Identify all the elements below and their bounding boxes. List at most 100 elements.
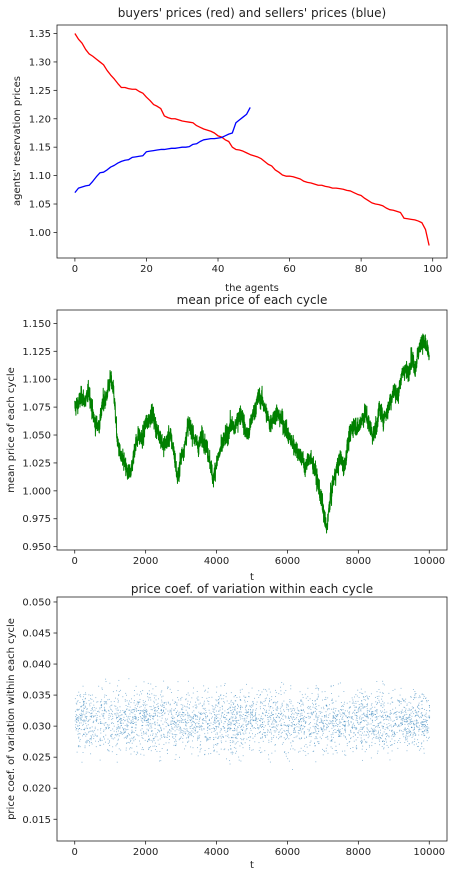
- scatter-point: [80, 712, 82, 714]
- y-tick: 1.00: [29, 228, 57, 239]
- scatter-point: [244, 701, 246, 703]
- scatter-point: [91, 715, 93, 716]
- scatter-point: [238, 759, 240, 761]
- scatter-point: [379, 691, 381, 693]
- scatter-point: [321, 715, 323, 717]
- scatter-point: [200, 713, 202, 715]
- scatter-point: [234, 723, 236, 725]
- scatter-point: [241, 726, 242, 728]
- scatter-point: [236, 722, 238, 724]
- scatter-point: [211, 731, 213, 733]
- scatter-point: [286, 704, 288, 706]
- scatter-point: [394, 724, 396, 726]
- scatter-point: [191, 697, 193, 699]
- scatter-point: [231, 741, 233, 743]
- scatter-point: [318, 705, 320, 707]
- scatter-point: [191, 724, 193, 726]
- scatter-point: [147, 719, 149, 721]
- scatter-point: [286, 730, 288, 731]
- scatter-point: [315, 685, 317, 687]
- scatter-point: [266, 734, 268, 736]
- scatter-point: [424, 721, 426, 723]
- scatter-point: [412, 732, 414, 734]
- scatter-point: [394, 733, 396, 735]
- scatter-point: [332, 715, 334, 717]
- scatter-point: [299, 713, 301, 715]
- scatter-point: [217, 705, 219, 707]
- scatter-point: [75, 724, 77, 726]
- scatter-point: [104, 708, 105, 710]
- scatter-point: [303, 718, 305, 720]
- scatter-point: [135, 721, 137, 723]
- scatter-point: [251, 733, 253, 735]
- scatter-point: [294, 730, 296, 732]
- scatter-point: [289, 701, 291, 703]
- scatter-point: [361, 717, 363, 719]
- scatter-point: [190, 719, 192, 721]
- scatter-point: [395, 707, 397, 709]
- scatter-point: [404, 714, 406, 716]
- scatter-point: [359, 715, 361, 717]
- scatter-point: [289, 708, 291, 710]
- scatter-point: [252, 725, 253, 727]
- scatter-point: [408, 725, 410, 727]
- scatter-point: [275, 696, 277, 697]
- scatter-point: [287, 758, 289, 760]
- scatter-point: [197, 716, 199, 718]
- scatter-point: [230, 712, 232, 714]
- scatter-point: [214, 723, 216, 724]
- scatter-point: [126, 708, 128, 710]
- scatter-point: [248, 714, 250, 716]
- scatter-point: [176, 722, 178, 724]
- scatter-point: [387, 702, 389, 704]
- scatter-point: [418, 745, 419, 747]
- scatter-point: [342, 705, 343, 707]
- scatter-point: [175, 722, 177, 724]
- y-tick: 1.05: [29, 200, 57, 211]
- scatter-point: [196, 739, 198, 741]
- scatter-point: [191, 728, 193, 729]
- scatter-point: [416, 719, 418, 721]
- scatter-point: [355, 719, 357, 721]
- scatter-point: [161, 699, 163, 701]
- scatter-point: [124, 711, 126, 713]
- scatter-point: [78, 736, 80, 738]
- scatter-point: [382, 683, 384, 685]
- scatter-point: [323, 708, 325, 710]
- scatter-point: [161, 701, 163, 703]
- scatter-point: [202, 707, 204, 709]
- scatter-point: [149, 693, 151, 695]
- scatter-point: [105, 701, 107, 702]
- scatter-point: [255, 717, 257, 719]
- scatter-point: [274, 720, 276, 722]
- scatter-point: [315, 710, 316, 712]
- scatter-point: [129, 747, 131, 749]
- scatter-point: [407, 724, 409, 726]
- scatter-point: [199, 725, 201, 727]
- scatter-point: [260, 701, 262, 703]
- scatter-point: [271, 714, 272, 716]
- scatter-point: [80, 722, 82, 724]
- chart-coef-variation: price coef. of variation within each cyc…: [6, 582, 448, 871]
- scatter-point: [426, 701, 428, 703]
- scatter-point: [230, 704, 232, 706]
- scatter-point: [375, 716, 377, 718]
- scatter-point: [147, 718, 149, 720]
- scatter-point: [89, 705, 91, 707]
- scatter-point: [268, 721, 270, 723]
- scatter-point: [220, 729, 222, 731]
- scatter-point: [423, 748, 425, 750]
- scatter-point: [108, 741, 110, 743]
- scatter-point: [132, 712, 134, 714]
- scatter-point: [416, 721, 418, 723]
- scatter-point: [300, 699, 302, 701]
- scatter-point: [232, 730, 234, 732]
- scatter-point: [172, 728, 174, 730]
- scatter-point: [285, 716, 287, 718]
- scatter-point: [314, 723, 316, 725]
- scatter-point: [100, 740, 102, 742]
- scatter-point: [310, 736, 312, 738]
- scatter-point: [176, 702, 178, 704]
- scatter-point: [230, 722, 232, 724]
- scatter-point: [268, 739, 270, 741]
